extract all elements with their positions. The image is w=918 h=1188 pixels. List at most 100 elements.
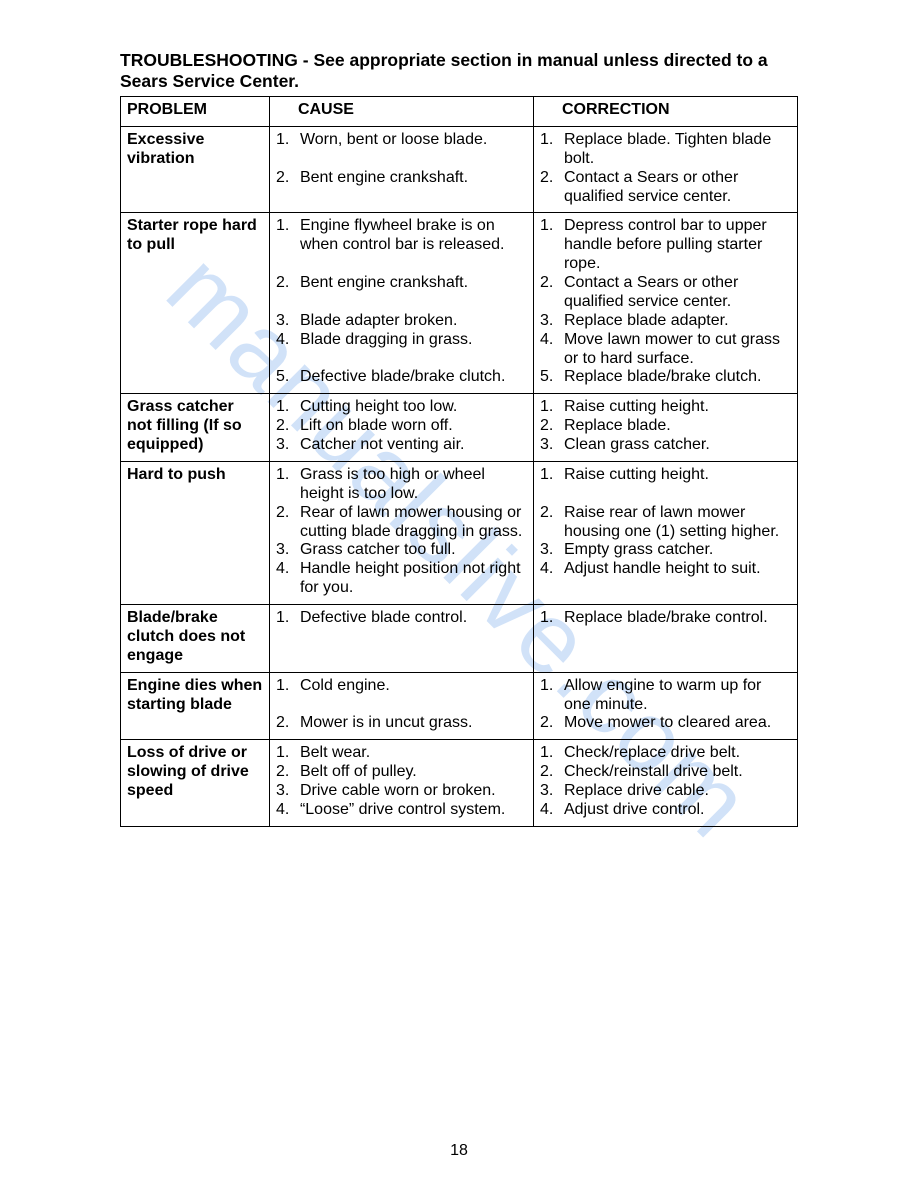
table-row: Loss of drive or slowing of drive speed B… [121,740,798,827]
cause-item [276,350,527,369]
correction-item: Replace blade. Tighten blade bolt. [540,131,791,169]
correction-cell: Depress control bar to upper handle befo… [533,213,797,394]
problem-cell: Blade/brake clutch does not engage [121,605,270,673]
cause-cell: Belt wear.Belt off of pulley.Drive cable… [269,740,533,827]
correction-item: Allow engine to warm up for one minute. [540,677,791,715]
correction-item: Check/reinstall drive belt. [540,763,791,782]
cause-cell: Cutting height too low.Lift on blade wor… [269,394,533,462]
cause-list: Defective blade control. [276,609,527,628]
cause-item: Belt off of pulley. [276,763,527,782]
page-number: 18 [0,1142,918,1160]
cause-item: Catcher not venting air. [276,436,527,455]
cause-item: Rear of lawn mower housing or cutting bl… [276,504,527,542]
cause-cell: Grass is too high or wheel height is too… [269,461,533,604]
correction-item: Adjust handle height to suit. [540,560,791,579]
table-header-row: PROBLEM CAUSE CORRECTION [121,97,798,127]
correction-list: Depress control bar to upper handle befo… [540,217,791,387]
problem-cell: Loss of drive or slowing of drive speed [121,740,270,827]
cause-item [276,255,527,274]
table-row: Grass catcher not filling (If so equippe… [121,394,798,462]
correction-item: Raise rear of lawn mower housing one (1)… [540,504,791,542]
problem-cell: Starter rope hard to pull [121,213,270,394]
correction-item: Adjust drive control. [540,801,791,820]
correction-list: Check/replace drive belt.Check/reinstall… [540,744,791,820]
correction-item [540,485,791,504]
cause-item: Cutting height too low. [276,398,527,417]
correction-cell: Allow engine to warm up for one minute.M… [533,672,797,740]
header-problem: PROBLEM [121,97,270,127]
cause-list: Belt wear.Belt off of pulley.Drive cable… [276,744,527,820]
table-row: Excessive vibration Worn, bent or loose b… [121,126,798,213]
problem-label: Engine dies when starting blade [127,677,262,713]
table-row: Starter rope hard to pull Engine flywheel… [121,213,798,394]
cause-item: Lift on blade worn off. [276,417,527,436]
correction-list: Raise cutting height. Raise rear of lawn … [540,466,791,579]
cause-list: Cutting height too low.Lift on blade wor… [276,398,527,455]
troubleshooting-table: PROBLEM CAUSE CORRECTION Excessive vibra… [120,96,798,827]
cause-cell: Worn, bent or loose blade. Bent engine cr… [269,126,533,213]
correction-cell: Raise cutting height.Replace blade.Clean… [533,394,797,462]
correction-item: Depress control bar to upper handle befo… [540,217,791,274]
correction-item: Clean grass catcher. [540,436,791,455]
correction-cell: Check/replace drive belt.Check/reinstall… [533,740,797,827]
cause-list: Worn, bent or loose blade. Bent engine cr… [276,131,527,188]
problem-label: Excessive vibration [127,131,204,167]
correction-item: Replace blade/brake control. [540,609,791,628]
problem-cell: Engine dies when starting blade [121,672,270,740]
cause-item: Bent engine crankshaft. [276,274,527,293]
problem-label: Hard to push [127,466,226,483]
correction-item: Contact a Sears or other qualified servi… [540,169,791,207]
cause-item: Handle height position not right for you… [276,560,527,598]
cause-cell: Defective blade control. [269,605,533,673]
header-cause: CAUSE [269,97,533,127]
correction-item: Move lawn mower to cut grass or to hard … [540,331,791,369]
cause-cell: Cold engine. Mower is in uncut grass. [269,672,533,740]
correction-item: Check/replace drive belt. [540,744,791,763]
cause-item: Mower is in uncut grass. [276,714,527,733]
cause-list: Grass is too high or wheel height is too… [276,466,527,598]
cause-item: “Loose” drive control system. [276,801,527,820]
correction-item: Raise cutting height. [540,398,791,417]
correction-list: Replace blade/brake control. [540,609,791,628]
cause-cell: Engine flywheel brake is on when control… [269,213,533,394]
correction-item: Replace blade. [540,417,791,436]
correction-list: Replace blade. Tighten blade bolt.Contac… [540,131,791,207]
cause-item: Engine flywheel brake is on when control… [276,217,527,255]
problem-label: Loss of drive or slowing of drive speed [127,744,249,799]
correction-item: Replace blade adapter. [540,312,791,331]
table-row: Blade/brake clutch does not engage Defect… [121,605,798,673]
problem-label: Starter rope hard to pull [127,217,257,253]
correction-cell: Replace blade/brake control. [533,605,797,673]
problem-label: Blade/brake clutch does not engage [127,609,245,664]
table-row: Engine dies when starting blade Cold engi… [121,672,798,740]
cause-item: Bent engine crankshaft. [276,169,527,188]
cause-item: Blade dragging in grass. [276,331,527,350]
problem-cell: Excessive vibration [121,126,270,213]
cause-item: Grass catcher too full. [276,541,527,560]
correction-cell: Raise cutting height. Raise rear of lawn … [533,461,797,604]
correction-cell: Replace blade. Tighten blade bolt.Contac… [533,126,797,213]
cause-item: Belt wear. [276,744,527,763]
correction-list: Allow engine to warm up for one minute.M… [540,677,791,734]
correction-item: Empty grass catcher. [540,541,791,560]
page-title: TROUBLESHOOTING - See appropriate sectio… [120,50,798,92]
cause-item [276,293,527,312]
problem-cell: Hard to push [121,461,270,604]
correction-list: Raise cutting height.Replace blade.Clean… [540,398,791,455]
header-correction: CORRECTION [533,97,797,127]
cause-item [276,696,527,715]
cause-list: Cold engine. Mower is in uncut grass. [276,677,527,734]
correction-item: Move mower to cleared area. [540,714,791,733]
problem-label: Grass catcher not filling (If so equippe… [127,398,242,453]
correction-item: Replace drive cable. [540,782,791,801]
correction-item: Contact a Sears or other qualified servi… [540,274,791,312]
problem-cell: Grass catcher not filling (If so equippe… [121,394,270,462]
cause-item: Grass is too high or wheel height is too… [276,466,527,504]
cause-item: Cold engine. [276,677,527,696]
cause-item: Defective blade control. [276,609,527,628]
correction-item: Raise cutting height. [540,466,791,485]
correction-item: Replace blade/brake clutch. [540,368,791,387]
table-row: Hard to push Grass is too high or wheel h… [121,461,798,604]
cause-item: Worn, bent or loose blade. [276,131,527,150]
cause-item: Drive cable worn or broken. [276,782,527,801]
